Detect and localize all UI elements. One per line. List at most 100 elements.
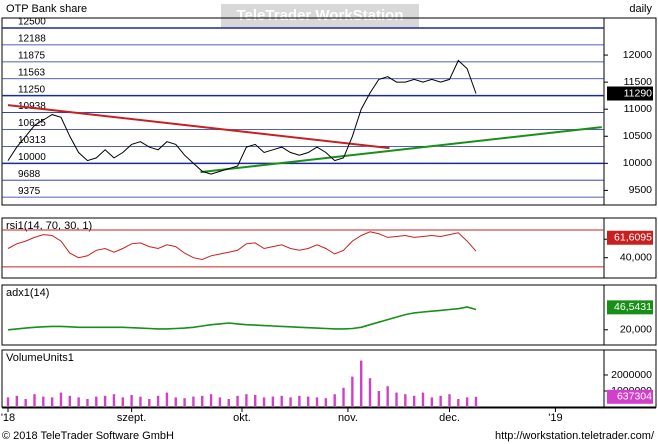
level-label: 11875 xyxy=(18,50,46,61)
volume-bar xyxy=(156,395,160,407)
volume-bar xyxy=(298,395,301,407)
y-tick-label: 2000000 xyxy=(611,369,652,381)
volume-bar xyxy=(245,394,248,407)
series-line xyxy=(7,59,477,175)
panel-frame xyxy=(1,17,657,206)
last-value-label: 637304 xyxy=(617,391,652,403)
y-tick-label: 9500 xyxy=(629,184,653,196)
volume-bar xyxy=(404,394,407,407)
volume-bar xyxy=(254,394,257,407)
panel-title: adx1(14) xyxy=(6,287,49,299)
volume-bar xyxy=(86,398,89,407)
volume-bar xyxy=(183,398,186,407)
volume-bar xyxy=(103,395,107,407)
x-tick-label: '19 xyxy=(548,412,562,424)
x-tick-label: szept. xyxy=(117,412,146,424)
panel-frame xyxy=(1,349,657,408)
level-label: 9375 xyxy=(18,186,41,197)
volume-bar xyxy=(439,395,442,407)
volume-bar xyxy=(430,397,434,407)
level-label: 12500 xyxy=(18,17,46,28)
volume-bar xyxy=(192,396,195,407)
copyright: © 2018 TeleTrader Software GmbH xyxy=(2,430,174,442)
volume-bar xyxy=(421,392,425,407)
y-tick-label: 10500 xyxy=(623,130,652,142)
level-label: 11250 xyxy=(18,84,46,95)
volume-bar xyxy=(457,398,460,407)
volume-bar xyxy=(42,396,45,407)
volume-bar xyxy=(15,395,19,407)
volume-bar xyxy=(130,394,133,407)
y-tick-label: 11500 xyxy=(624,76,653,88)
volume-bar xyxy=(50,397,54,407)
volume-bar xyxy=(33,394,36,407)
volume-bar xyxy=(359,360,363,407)
volume-bar xyxy=(174,397,177,407)
level-label: 12188 xyxy=(18,34,46,45)
volume-bar xyxy=(333,394,336,407)
panel-frame xyxy=(1,217,657,279)
chart-title: OTP Bank share xyxy=(6,3,87,15)
volume-bar xyxy=(342,387,345,407)
watermark: TeleTrader WorkStation xyxy=(237,7,404,24)
volume-bar xyxy=(280,395,283,407)
volume-bar xyxy=(474,396,478,407)
watermark-box xyxy=(221,4,419,28)
last-value-label: 11290 xyxy=(624,87,653,99)
level-label: 11563 xyxy=(18,67,46,78)
x-tick-label: okt. xyxy=(233,412,251,424)
volume-bar xyxy=(227,398,230,407)
volume-bar xyxy=(236,395,239,407)
level-label: 10000 xyxy=(18,152,46,163)
volume-bar xyxy=(289,397,292,407)
volume-bar xyxy=(351,376,354,407)
volume-bar xyxy=(271,396,275,407)
volume-bar xyxy=(448,394,451,407)
series-line xyxy=(7,306,477,331)
y-tick-label: 11000 xyxy=(624,103,653,115)
volume-bar xyxy=(465,397,469,407)
level-label: 9688 xyxy=(18,169,41,180)
y-tick-label: 10000 xyxy=(623,157,652,169)
level-label: 10938 xyxy=(18,101,46,112)
volume-bar xyxy=(307,396,310,407)
last-value-box xyxy=(607,389,653,404)
trendline xyxy=(200,126,602,174)
volume-bar xyxy=(324,398,328,407)
trendline xyxy=(7,104,390,150)
y-tick-label: 12000 xyxy=(623,49,652,61)
last-value-box xyxy=(607,300,653,315)
volume-bar xyxy=(148,398,151,407)
panel-title: rsi1(14, 70, 30, 1) xyxy=(6,220,92,232)
volume-bar xyxy=(6,397,10,407)
volume-bar xyxy=(386,386,389,407)
last-value-label: 46,5431 xyxy=(614,301,652,313)
x-tick-label: nov. xyxy=(338,412,358,424)
volume-bar xyxy=(24,398,27,407)
y-tick-label: 40,000 xyxy=(620,251,652,263)
last-value-label: 61,6095 xyxy=(614,232,652,244)
level-label: 10625 xyxy=(18,118,46,129)
last-value-box xyxy=(607,86,653,101)
volume-bar xyxy=(139,396,142,407)
volume-bar xyxy=(77,397,80,407)
volume-bar xyxy=(377,390,381,407)
volume-bar xyxy=(59,392,63,407)
level-label: 10313 xyxy=(18,135,46,146)
volume-bar xyxy=(368,378,372,407)
period: daily xyxy=(629,3,652,15)
volume-bar xyxy=(112,394,116,407)
volume-bar xyxy=(218,397,222,407)
x-tick-label: '18 xyxy=(1,412,15,424)
volume-bar xyxy=(201,395,204,407)
volume-bar xyxy=(165,392,169,407)
volume-bar xyxy=(209,394,213,407)
volume-bar xyxy=(68,395,72,407)
panel-frame xyxy=(1,284,657,346)
series-line xyxy=(7,231,477,261)
volume-bar xyxy=(121,397,124,407)
volume-bar xyxy=(262,397,266,407)
volume-bar xyxy=(412,395,416,407)
url: http://workstation.teletrader.com/ xyxy=(495,430,655,442)
